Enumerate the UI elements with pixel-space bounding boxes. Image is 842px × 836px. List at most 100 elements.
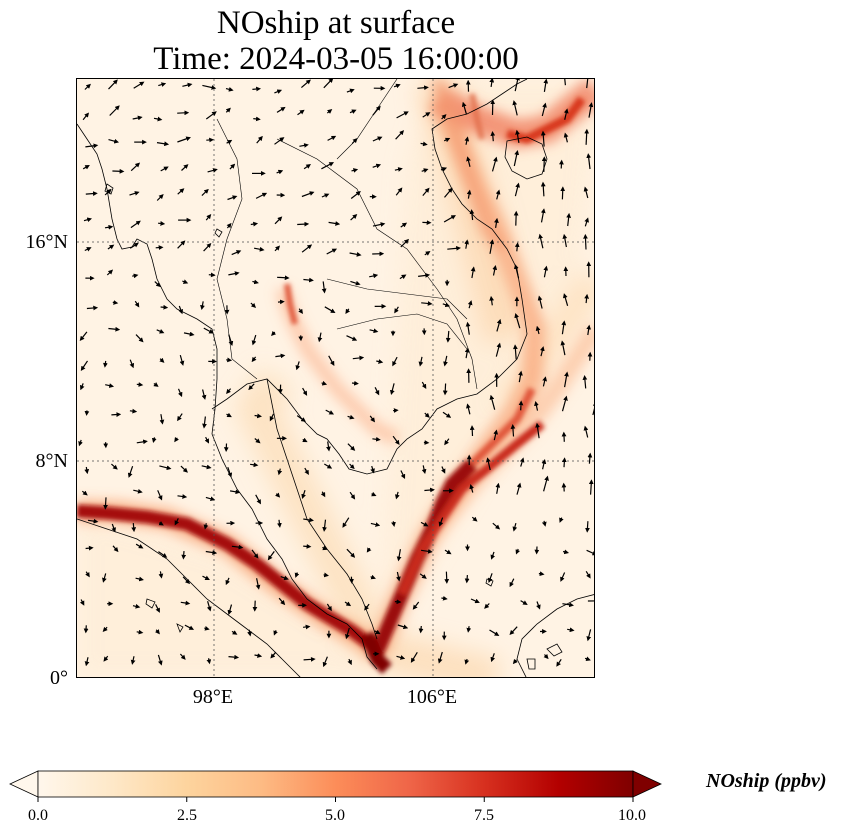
wind-arrow [130,656,136,665]
wind-arrow [159,357,165,363]
wind-arrow [277,519,282,528]
wind-arrow [437,651,443,664]
wind-arrow [274,216,283,225]
wind-arrow [322,519,327,532]
wind-arrow [129,191,140,196]
wind-arrow [392,356,398,367]
wind-arrow [178,305,183,315]
wind-arrow [347,658,352,666]
wind-arrow [83,217,93,223]
wind-arrow [228,271,240,276]
wind-arrow [321,193,330,198]
wind-arrow [541,458,547,470]
wind-arrow [564,371,569,388]
wind-arrow [588,479,594,495]
wind-arrow [226,139,233,145]
wind-arrow [107,244,115,250]
wind-arrow [277,275,290,281]
wind-arrow [421,301,433,306]
wind-arrow [296,415,306,422]
wind-arrow [180,465,188,473]
wind-arrow [372,436,381,442]
wind-arrow [154,281,161,288]
wind-arrow [304,467,309,475]
wind-arrow [560,572,566,582]
wind-arrow [466,403,471,415]
wind-arrow [322,545,328,551]
wind-arrow [438,517,444,527]
wind-arrow [543,265,549,278]
wind-arrow [299,143,309,148]
wind-arrow [136,382,144,387]
wind-arrow [130,220,141,229]
wind-arrow [370,465,375,474]
wind-arrow [410,651,418,663]
wind-arrow [489,394,496,410]
wind-arrow [566,212,572,227]
wind-arrow [79,331,88,341]
wind-arrow [248,383,255,391]
wind-arrow [205,550,218,555]
wind-arrow [585,521,590,533]
wind-arrow [227,195,238,201]
wind-arrow [269,413,275,422]
wind-arrow [231,250,242,256]
wind-arrow [303,656,316,662]
map-panel[interactable] [76,78,595,678]
wind-arrow [256,135,263,144]
wind-arrow [160,166,169,172]
wind-arrow [157,490,163,501]
wind-arrow [323,79,334,89]
wind-arrow [84,247,92,252]
wind-arrow [158,221,166,226]
wind-arrow [391,521,396,527]
wind-arrow [535,422,540,439]
wind-arrow [177,136,191,143]
wind-arrow [104,224,114,230]
wind-arrow [301,490,306,499]
wind-arrow [231,544,244,550]
wind-arrow [592,401,594,416]
colorbar-gradient [37,770,634,798]
wind-arrow [424,251,431,256]
wind-arrow [421,168,429,173]
wind-arrow [489,239,495,254]
wind-arrow [350,191,361,199]
wind-arrow [424,487,435,493]
wind-arrow [491,156,498,172]
wind-arrow [255,494,261,505]
wind-arrow [484,603,490,609]
wind-arrow [105,383,115,388]
wind-arrow [535,325,541,335]
lon-label-98E: 98°E [192,686,234,708]
wind-arrow [417,85,429,91]
wind-arrow [444,438,450,446]
wind-arrow [514,312,521,329]
wind-arrow [364,603,370,611]
wind-arrow [486,457,491,471]
wind-arrow [561,395,568,412]
wind-arrow [470,598,480,604]
wind-arrow [275,492,281,498]
wind-arrow [156,141,170,147]
wind-arrow [376,359,384,364]
wind-vectors [78,79,594,668]
wind-arrow [229,163,236,170]
wind-arrow [133,81,145,89]
wind-arrow [420,141,428,147]
wind-arrow [349,109,357,114]
wind-arrow [155,604,160,613]
wind-arrow [514,79,520,92]
wind-arrow [540,130,546,147]
wind-arrow [274,137,285,145]
wind-arrow [443,355,448,367]
wind-arrow [247,629,252,637]
wind-arrow [267,551,275,561]
wind-arrow [102,626,108,632]
wind-arrow [369,328,379,334]
wind-arrow [583,186,589,199]
wind-arrow [297,109,305,116]
wind-arrow [584,293,590,304]
wind-arrow [586,629,592,642]
wind-arrow [344,601,352,607]
